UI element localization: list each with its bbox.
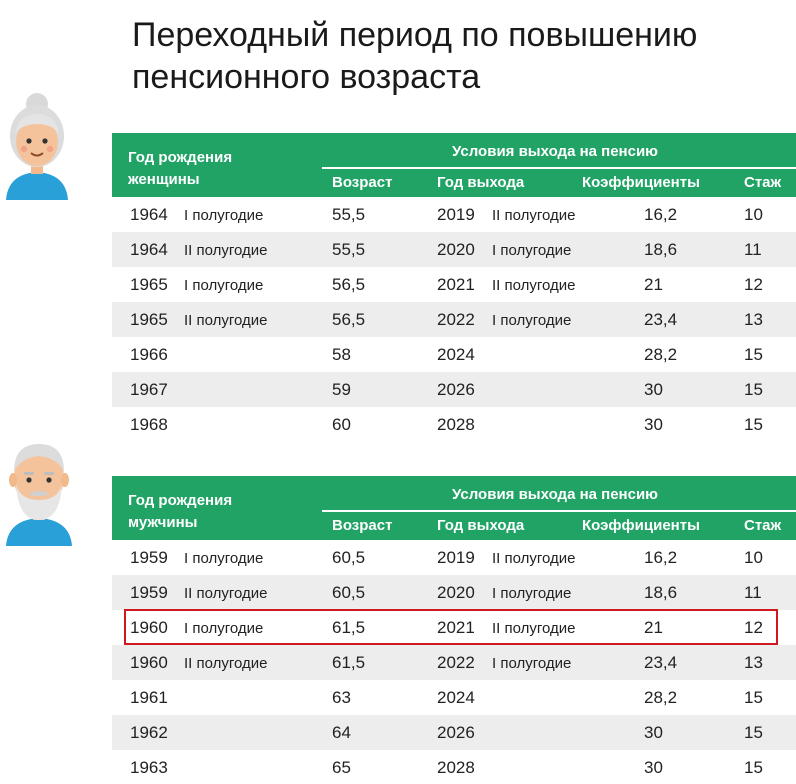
highlight-frame bbox=[124, 609, 778, 645]
table-row: 1961 63 2024 28,2 15 bbox=[130, 688, 763, 707]
title-line-2: пенсионного возраста bbox=[132, 58, 481, 96]
table-row-highlighted: 1960 I полугодие 61,5 2021 II полугодие … bbox=[130, 618, 763, 637]
men-stazh-header: Стаж bbox=[744, 517, 782, 534]
table-row: 1968 60 2028 30 15 bbox=[130, 415, 763, 434]
elderly-woman-icon bbox=[6, 93, 68, 200]
women-coefficients-header: Коэффициенты bbox=[582, 174, 700, 191]
table-row: 1959 I полугодие 60,5 2019 II полугодие … bbox=[130, 548, 763, 567]
table-row: 1962 64 2026 30 15 bbox=[112, 715, 796, 750]
women-conditions-header: Условия выхода на пенсию bbox=[452, 143, 658, 160]
table-row: 1965 II полугодие 56,5 2022 I полугодие … bbox=[112, 302, 796, 337]
men-table-header: Год рождения мужчины Условия выхода на п… bbox=[112, 476, 796, 540]
table-row: 1965 I полугодие 56,5 2021 II полугодие … bbox=[130, 275, 763, 294]
title-line-1: Переходный период по повышению bbox=[132, 16, 698, 54]
table-row: 1964 I полугодие 55,5 2019 II полугодие … bbox=[130, 205, 763, 224]
women-table-header: Год рождения женщины Условия выхода на п… bbox=[112, 133, 796, 197]
table-row: 1959 II полугодие 60,5 2020 I полугодие … bbox=[112, 575, 796, 610]
men-exit-year-header: Год выхода bbox=[437, 517, 525, 534]
men-coefficients-header: Коэффициенты bbox=[582, 517, 700, 534]
women-table: Год рождения женщины Условия выхода на п… bbox=[112, 133, 796, 442]
women-birth-year-header: Год рождения женщины bbox=[128, 149, 233, 188]
table-row: 1963 65 2028 30 15 bbox=[130, 758, 763, 777]
men-table: Год рождения мужчины Условия выхода на п… bbox=[112, 476, 796, 784]
men-birth-year-header: Год рождения мужчины bbox=[128, 492, 233, 531]
women-age-header: Возраст bbox=[332, 174, 393, 191]
women-exit-year-header: Год выхода bbox=[437, 174, 525, 191]
women-stazh-header: Стаж bbox=[744, 174, 782, 191]
table-row: 1966 58 2024 28,2 15 bbox=[130, 345, 763, 364]
page-title: Переходный период по повышению пенсионно… bbox=[132, 14, 792, 98]
header-divider bbox=[322, 510, 796, 512]
men-conditions-header: Условия выхода на пенсию bbox=[452, 486, 658, 503]
header-divider bbox=[322, 167, 796, 169]
elderly-man-icon bbox=[6, 444, 72, 546]
men-age-header: Возраст bbox=[332, 517, 393, 534]
table-row: 1964 II полугодие 55,5 2020 I полугодие … bbox=[112, 232, 796, 267]
table-row: 1967 59 2026 30 15 bbox=[112, 372, 796, 407]
table-row: 1960 II полугодие 61,5 2022 I полугодие … bbox=[112, 645, 796, 680]
